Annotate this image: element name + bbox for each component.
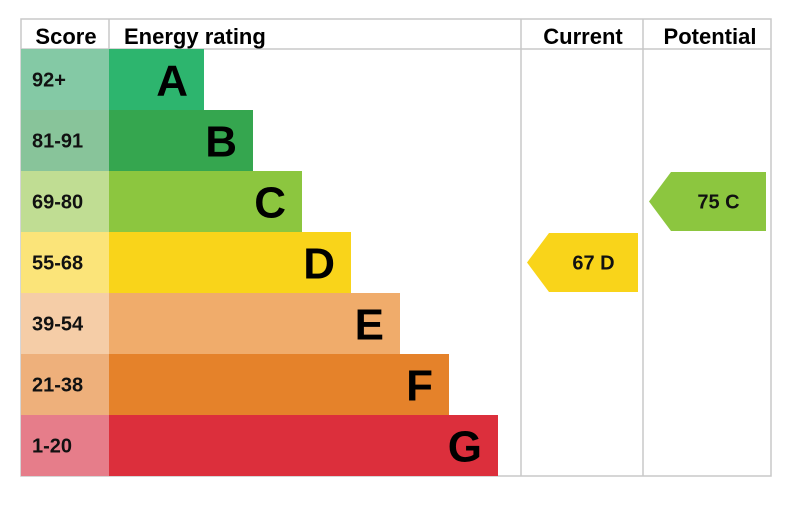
band-bar-e — [109, 293, 400, 354]
band-bar-d — [109, 232, 351, 293]
header-potential: Potential — [664, 24, 757, 49]
current-rating-arrow — [527, 233, 638, 292]
score-cell-d — [21, 232, 109, 293]
band-bar-b — [109, 110, 253, 171]
header-score: Score — [35, 24, 96, 49]
band-letter-d: D — [303, 240, 335, 289]
band-letter-g: G — [448, 423, 482, 472]
rating-indicators: 67 D 75 C — [527, 172, 766, 292]
score-label-g: 1-20 — [32, 436, 72, 458]
band-letter-a: A — [156, 57, 188, 106]
score-label-f: 21-38 — [32, 375, 83, 397]
score-cell-f — [21, 354, 109, 415]
score-label-b: 81-91 — [32, 131, 83, 153]
band-letter-f: F — [406, 362, 433, 411]
header-current: Current — [543, 24, 623, 49]
band-bar-c — [109, 171, 302, 232]
rating-bands: 92+ A 81-91 B 69-80 C 55-68 D 39-54 E 21-38 F 1-20 G — [21, 49, 498, 476]
score-label-a: 92+ — [32, 70, 66, 92]
score-cell-b — [21, 110, 109, 171]
score-label-e: 39-54 — [32, 314, 84, 336]
score-label-d: 55-68 — [32, 253, 83, 275]
score-cell-e — [21, 293, 109, 354]
band-bar-a — [109, 49, 204, 110]
current-rating-label: 67 D — [572, 253, 614, 275]
score-cell-g — [21, 415, 109, 476]
band-letter-c: C — [254, 179, 286, 228]
potential-rating-arrow — [649, 172, 766, 231]
score-cell-c — [21, 171, 109, 232]
band-bar-g — [109, 415, 498, 476]
band-bar-f — [109, 354, 449, 415]
header-energy-rating: Energy rating — [124, 24, 266, 49]
potential-rating-label: 75 C — [697, 192, 739, 214]
score-label-c: 69-80 — [32, 192, 83, 214]
band-letter-b: B — [205, 118, 237, 167]
score-cell-a — [21, 49, 109, 110]
band-letter-e: E — [355, 301, 384, 350]
